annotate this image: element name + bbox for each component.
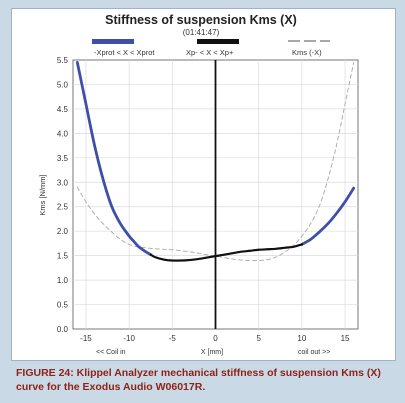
series-line-blue [300,186,356,246]
x-tick-label: 5 [256,334,261,343]
x-tick-label: 10 [297,334,306,343]
y-tick-label: 4.5 [57,105,69,114]
x-tick-label: -10 [123,334,135,343]
y-tick-label: 3.0 [57,178,69,187]
legend-swatch-black [197,39,239,44]
y-tick-label: 0.5 [57,301,69,310]
caption-line-2: curve for the Exodus Audio W06017R. [16,381,206,393]
legend-swatch-blue [92,39,134,44]
x-axis-label: X [mm] [201,349,223,356]
y-tick-label: 0.0 [57,325,69,334]
chart-title: Stiffness of suspension Kms (X) [105,13,297,27]
figure-caption: FIGURE 24: Klippel Analyzer mechanical s… [16,366,396,394]
y-tick-labels: 0.0 0.5 1.0 1.5 2.0 2.5 3.0 3.5 4.0 4.5 5.0 5.5 [57,56,69,334]
legend: -Xprot < X < Xprot Xp- < X < Xp+ Kms (-X… [92,39,330,57]
y-tick-label: 2.5 [57,203,69,212]
legend-label-gray: Kms (-X) [292,48,322,57]
kms-chart: Stiffness of suspension Kms (X) (01:41:4… [38,13,359,356]
series-lines [75,61,356,262]
y-tick-label: 2.0 [57,227,69,236]
y-tick-label: 1.5 [57,252,69,261]
y-tick-label: 5.5 [57,56,69,65]
x-tick-labels: -15 -10 -5 0 5 10 15 [80,334,350,343]
x-tick-label: 15 [341,334,350,343]
x-axis-label-right: coil out >> [298,349,330,356]
y-tick-label: 3.5 [57,154,69,163]
chart-subtitle: (01:41:47) [183,28,220,37]
caption-line-1: FIGURE 24: Klippel Analyzer mechanical s… [16,367,381,379]
x-axis-label-left: << Coil in [96,349,126,356]
chart-panel: Stiffness of suspension Kms (X) (01:41:4… [11,8,396,361]
legend-label-black: Xp- < X < Xp+ [186,48,234,57]
x-tick-label: 0 [213,334,218,343]
series-line-gray [76,62,355,262]
series-line-blue [75,61,153,257]
y-tick-label: 5.0 [57,80,69,89]
x-tick-label: -15 [80,334,92,343]
series-line-black [149,243,303,262]
legend-label-blue: -Xprot < X < Xprot [94,48,155,57]
x-tick-label: -5 [169,334,177,343]
y-tick-label: 1.0 [57,276,69,285]
y-axis-label: Kms [N/mm] [38,174,47,215]
y-tick-label: 4.0 [57,129,69,138]
